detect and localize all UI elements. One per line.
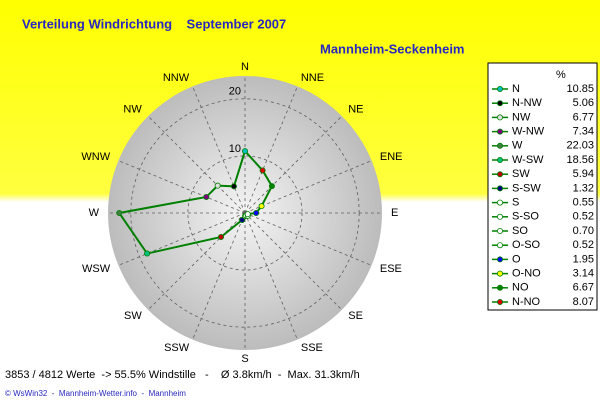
spoke xyxy=(147,212,246,311)
legend-label: O-NO xyxy=(512,268,541,280)
legend-label: S xyxy=(512,197,519,209)
legend-value: 6.77 xyxy=(573,111,594,123)
legend-marker xyxy=(496,256,503,263)
legend-marker xyxy=(496,185,503,192)
legend-value: 8.07 xyxy=(573,296,594,308)
axis-label: WNW xyxy=(81,151,110,163)
axis-label: NW xyxy=(123,104,142,116)
legend-marker xyxy=(496,156,503,163)
legend-marker xyxy=(496,142,503,149)
legend-label: N-NW xyxy=(512,97,543,109)
legend-value: 0.52 xyxy=(573,211,594,223)
legend-value: 22.03 xyxy=(566,140,594,152)
legend-title: % xyxy=(556,69,566,81)
spoke xyxy=(244,115,343,214)
legend-marker xyxy=(496,284,503,291)
legend-label: O xyxy=(512,253,521,265)
legend-value: 1.32 xyxy=(573,182,594,194)
data-point xyxy=(259,167,266,174)
legend-value: 0.70 xyxy=(573,225,594,237)
legend-value: 1.95 xyxy=(573,253,594,265)
axis-label: S xyxy=(241,353,248,365)
legend-value: 18.56 xyxy=(566,154,594,166)
legend-label: N xyxy=(512,83,520,95)
legend-marker xyxy=(496,171,503,178)
axis-label: SW xyxy=(124,310,142,322)
axis-label: NNE xyxy=(301,72,324,84)
spoke xyxy=(244,160,372,214)
data-point xyxy=(253,209,260,216)
data-point xyxy=(230,183,237,190)
r-tick-label: 20 xyxy=(229,86,241,98)
data-point xyxy=(203,193,210,200)
legend-box xyxy=(487,62,598,311)
legend-value: 10.85 xyxy=(566,83,594,95)
data-point xyxy=(258,203,265,210)
spoke xyxy=(147,115,246,214)
legend-marker xyxy=(496,199,503,206)
data-point xyxy=(218,233,225,240)
legend-label: SO xyxy=(512,225,528,237)
grid-ring xyxy=(187,155,303,271)
footer: 3853 / 4812 Werte -> 55.5% Windstille - … xyxy=(5,369,360,381)
r-tick-label: 10 xyxy=(229,143,241,155)
data-point xyxy=(144,250,151,257)
legend-marker xyxy=(496,100,503,107)
legend-label: NO xyxy=(512,282,529,294)
axis-label: SE xyxy=(348,310,363,322)
axis-label: NNW xyxy=(163,72,190,84)
legend-label: W-SW xyxy=(512,154,544,166)
legend-label: NW xyxy=(512,111,531,123)
legend-value: 7.34 xyxy=(573,126,594,138)
axis-label: SSE xyxy=(301,342,323,354)
legend-value: 0.52 xyxy=(573,239,594,251)
legend-value: 6.67 xyxy=(573,282,594,294)
legend-marker xyxy=(496,242,503,249)
legend-marker xyxy=(496,227,503,234)
legend-label: O-SO xyxy=(512,239,541,251)
axis-label: NE xyxy=(348,104,363,116)
data-point xyxy=(244,211,251,218)
legend-marker xyxy=(496,270,503,277)
legend-value: 5.06 xyxy=(573,97,594,109)
axis-label: WSW xyxy=(82,263,111,275)
axis-label: SSW xyxy=(164,342,190,354)
axis-label: W xyxy=(89,207,100,219)
legend-label: W-NW xyxy=(512,126,545,138)
legend-marker xyxy=(496,114,503,121)
data-point xyxy=(241,148,248,155)
data-point xyxy=(268,183,275,190)
legend-value: 0.55 xyxy=(573,197,594,209)
spoke xyxy=(244,212,343,311)
grid-ring xyxy=(130,98,360,328)
legend-label: SW xyxy=(512,168,530,180)
axis-label: ENE xyxy=(380,151,403,163)
axis-label: N xyxy=(241,61,249,73)
credit: © WsWin32 - Mannheim-Wetter.info - Mannh… xyxy=(5,389,186,398)
legend-label: S-SW xyxy=(512,182,541,194)
legend-marker xyxy=(496,298,503,305)
chart-subtitle: Mannheim-Seckenheim xyxy=(320,41,465,56)
legend-marker xyxy=(496,86,503,93)
legend-label: S-SO xyxy=(512,211,539,223)
legend-marker xyxy=(496,128,503,135)
legend-marker xyxy=(496,213,503,220)
legend-label: N-NO xyxy=(512,296,541,308)
chart-title: Verteilung Windrichtung September 2007 xyxy=(22,16,286,31)
legend-value: 3.14 xyxy=(573,268,594,280)
data-point xyxy=(116,209,123,216)
axis-label: ESE xyxy=(380,263,402,275)
legend-value: 5.94 xyxy=(573,168,594,180)
axis-label: E xyxy=(391,207,398,219)
data-point xyxy=(214,182,221,189)
legend-label: W xyxy=(512,140,523,152)
